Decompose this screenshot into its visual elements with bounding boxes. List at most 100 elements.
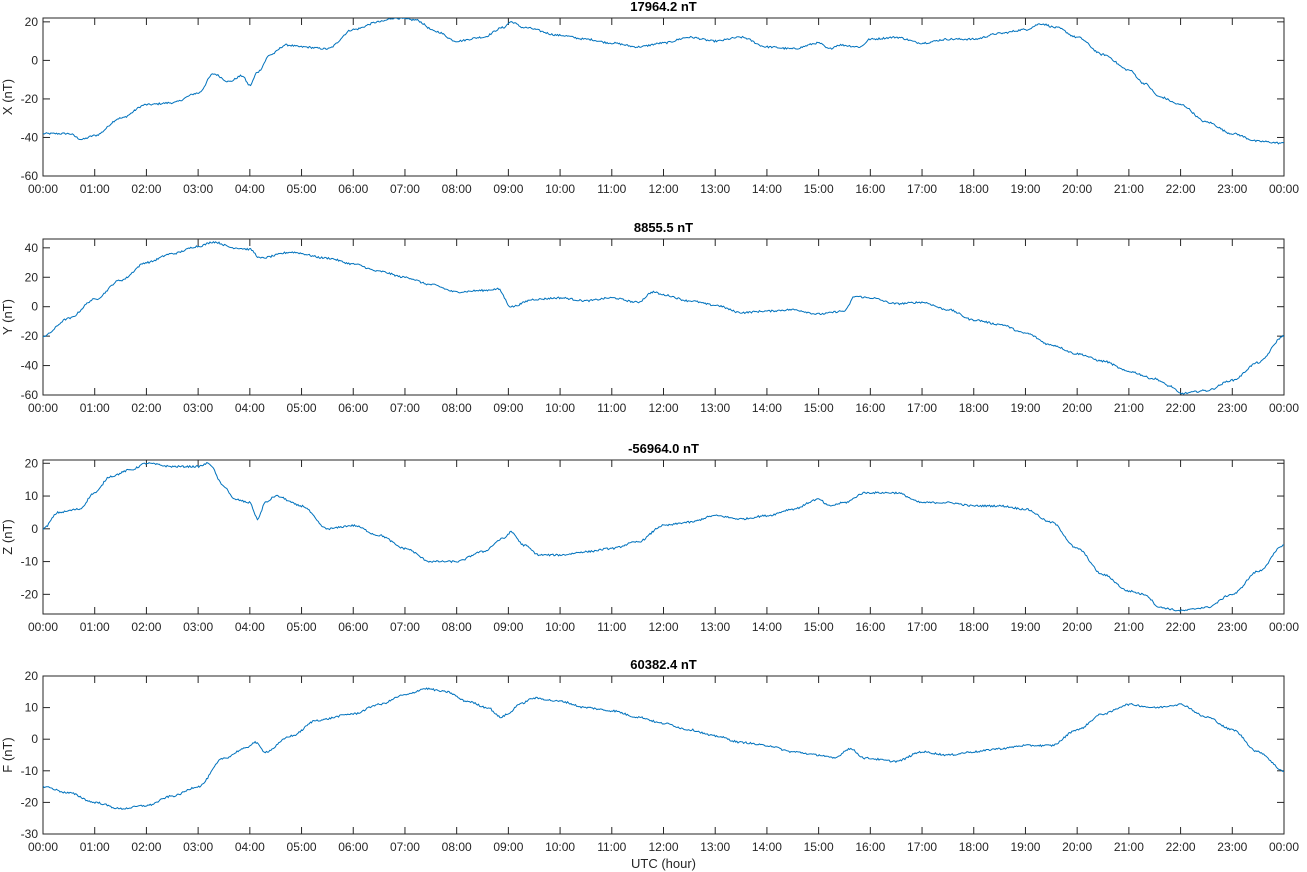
y-tick-label: -10 bbox=[21, 555, 39, 569]
x-tick-label: 02:00 bbox=[131, 401, 161, 415]
x-tick-label: 14:00 bbox=[752, 182, 782, 196]
x-tick-label: 09:00 bbox=[493, 620, 523, 634]
panel-title: 8855.5 nT bbox=[634, 220, 693, 235]
x-tick-label: 22:00 bbox=[1166, 620, 1196, 634]
x-tick-label: 22:00 bbox=[1166, 401, 1196, 415]
panel-3: 00:00 01:00 02:00 03:00 04:00 05:00 06:00 07:00… bbox=[0, 441, 1299, 634]
x-tick-label: 19:00 bbox=[1010, 840, 1040, 854]
x-tick-label: 00:00 bbox=[1269, 401, 1299, 415]
x-tick-label: 22:00 bbox=[1166, 182, 1196, 196]
x-tick-label: 17:00 bbox=[907, 620, 937, 634]
plot-frame bbox=[42, 675, 1285, 835]
x-tick-label: 12:00 bbox=[648, 620, 678, 634]
x-tick-label: 11:00 bbox=[597, 182, 626, 196]
x-tick-label: 09:00 bbox=[493, 840, 523, 854]
y-axis-label: F (nT) bbox=[0, 737, 15, 772]
data-series-line bbox=[43, 462, 1284, 613]
x-tick-label: 05:00 bbox=[287, 401, 317, 415]
x-tick-label: 09:00 bbox=[493, 182, 523, 196]
x-tick-label: 05:00 bbox=[287, 840, 317, 854]
x-tick-label: 17:00 bbox=[907, 182, 937, 196]
panel-2: 00:00 01:00 02:00 03:00 04:00 05:00 06:00 07:00… bbox=[0, 220, 1299, 415]
x-tick-label: 14:00 bbox=[752, 401, 782, 415]
x-tick-label: 10:00 bbox=[545, 401, 575, 415]
x-tick-label: 21:00 bbox=[1114, 620, 1144, 634]
panel-4: 00:00 01:00 02:00 03:00 04:00 05:00 06:00 07:00… bbox=[0, 657, 1299, 854]
x-tick-label: 20:00 bbox=[1062, 620, 1092, 634]
x-tick-label: 02:00 bbox=[131, 182, 161, 196]
y-tick-label: 0 bbox=[31, 732, 38, 746]
x-tick-label: 13:00 bbox=[700, 620, 730, 634]
x-tick-label: 11:00 bbox=[597, 401, 626, 415]
x-tick-label: 06:00 bbox=[338, 401, 368, 415]
x-tick-label: 17:00 bbox=[907, 401, 937, 415]
x-tick-label: 15:00 bbox=[804, 840, 834, 854]
y-tick-label: 0 bbox=[31, 522, 38, 536]
x-tick-label: 10:00 bbox=[545, 182, 575, 196]
y-tick-label: -10 bbox=[21, 764, 39, 778]
x-tick-label: 13:00 bbox=[700, 840, 730, 854]
x-tick-label: 04:00 bbox=[235, 401, 265, 415]
x-tick-label: 14:00 bbox=[752, 620, 782, 634]
y-tick-label: -20 bbox=[21, 587, 39, 601]
x-tick-label: 23:00 bbox=[1217, 401, 1247, 415]
x-tick-label: 03:00 bbox=[183, 840, 213, 854]
x-tick-label: 15:00 bbox=[804, 401, 834, 415]
x-tick-label: 02:00 bbox=[131, 620, 161, 634]
x-tick-label: 00:00 bbox=[1269, 840, 1299, 854]
x-tick-label: 06:00 bbox=[338, 182, 368, 196]
x-tick-label: 03:00 bbox=[183, 401, 213, 415]
plot-frame bbox=[42, 459, 1285, 615]
x-tick-label: 11:00 bbox=[597, 620, 626, 634]
x-tick-label: 04:00 bbox=[235, 840, 265, 854]
x-tick-label: 01:00 bbox=[80, 401, 110, 415]
plot-frame bbox=[42, 17, 1285, 177]
x-tick-label: 00:00 bbox=[28, 401, 58, 415]
y-tick-label: 0 bbox=[31, 300, 38, 314]
x-tick-label: 01:00 bbox=[80, 840, 110, 854]
x-tick-label: 10:00 bbox=[545, 840, 575, 854]
x-tick-label: 12:00 bbox=[648, 401, 678, 415]
y-axis-label: Z (nT) bbox=[0, 519, 15, 554]
data-series-line bbox=[43, 240, 1284, 395]
x-tick-label: 20:00 bbox=[1062, 840, 1092, 854]
x-tick-label: 12:00 bbox=[648, 840, 678, 854]
x-tick-label: 23:00 bbox=[1217, 840, 1247, 854]
x-tick-label: 07:00 bbox=[390, 401, 420, 415]
y-tick-label: 10 bbox=[25, 489, 39, 503]
x-tick-label: 18:00 bbox=[959, 620, 989, 634]
x-tick-label: 03:00 bbox=[183, 182, 213, 196]
y-tick-label: 20 bbox=[25, 15, 39, 29]
x-tick-label: 19:00 bbox=[1010, 182, 1040, 196]
x-tick-label: 08:00 bbox=[442, 182, 472, 196]
panel-title: 17964.2 nT bbox=[630, 0, 697, 14]
x-tick-label: 15:00 bbox=[804, 620, 834, 634]
x-tick-label: 06:00 bbox=[338, 620, 368, 634]
data-series-line bbox=[43, 18, 1284, 145]
x-tick-label: 11:00 bbox=[597, 840, 626, 854]
y-tick-label: 20 bbox=[25, 669, 39, 683]
x-tick-label: 07:00 bbox=[390, 620, 420, 634]
panel-1: 00:00 01:00 02:00 03:00 04:00 05:00 06:00 07:00… bbox=[0, 0, 1299, 196]
x-tick-label: 04:00 bbox=[235, 182, 265, 196]
x-tick-label: 14:00 bbox=[752, 840, 782, 854]
x-tick-label: 21:00 bbox=[1114, 182, 1144, 196]
x-tick-label: 15:00 bbox=[804, 182, 834, 196]
x-tick-label: 09:00 bbox=[493, 401, 523, 415]
panel-title: 60382.4 nT bbox=[630, 657, 697, 672]
x-tick-label: 23:00 bbox=[1217, 182, 1247, 196]
x-tick-label: 18:00 bbox=[959, 840, 989, 854]
x-tick-label: 08:00 bbox=[442, 840, 472, 854]
x-tick-label: 22:00 bbox=[1166, 840, 1196, 854]
x-tick-label: 00:00 bbox=[28, 182, 58, 196]
x-tick-label: 13:00 bbox=[700, 401, 730, 415]
y-tick-label: -40 bbox=[21, 359, 39, 373]
y-tick-label: 40 bbox=[25, 241, 39, 255]
x-axis-label: UTC (hour) bbox=[631, 856, 696, 871]
y-tick-label: -20 bbox=[21, 795, 39, 809]
x-tick-label: 16:00 bbox=[855, 182, 885, 196]
plot-frame bbox=[42, 238, 1285, 396]
x-tick-label: 21:00 bbox=[1114, 840, 1144, 854]
y-tick-label: -60 bbox=[21, 169, 39, 183]
x-tick-label: 23:00 bbox=[1217, 620, 1247, 634]
